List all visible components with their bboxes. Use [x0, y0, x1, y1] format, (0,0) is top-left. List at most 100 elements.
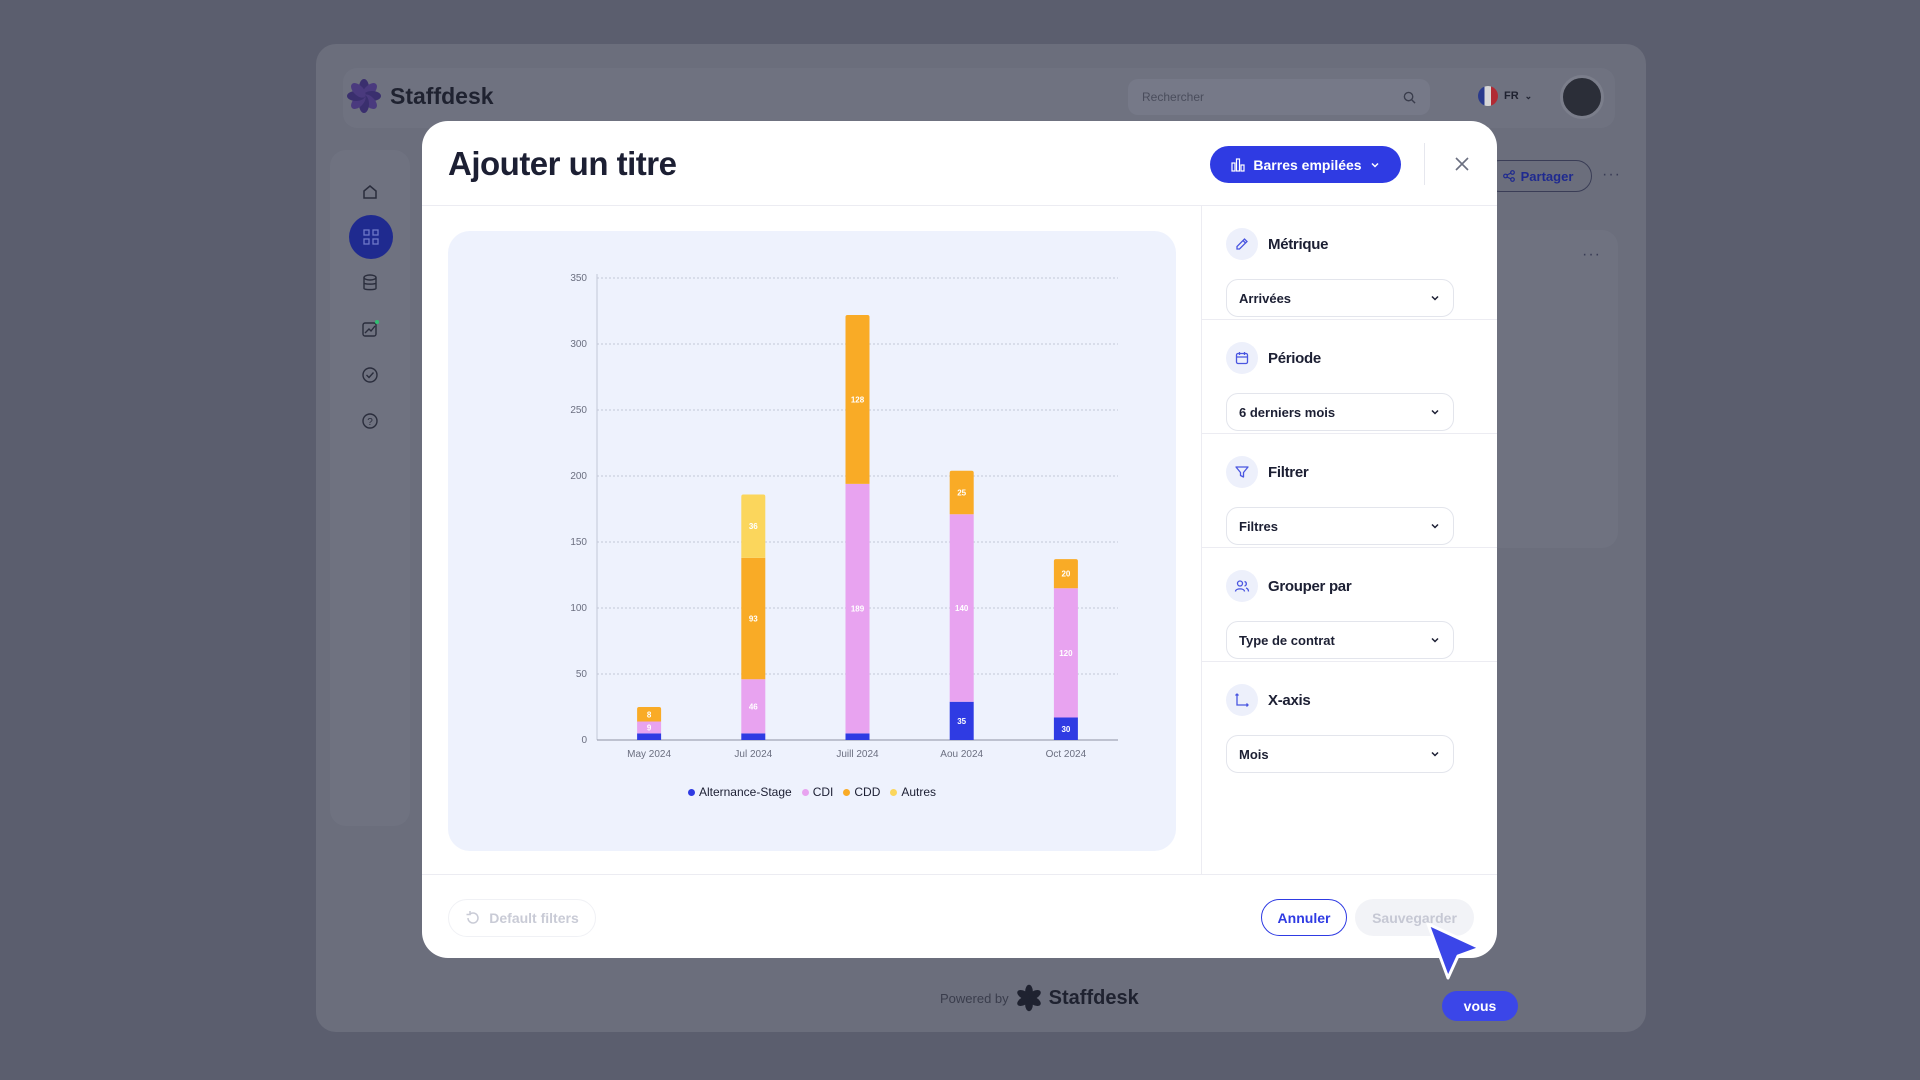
- powered-by-label: Powered by: [940, 990, 1009, 1006]
- flag-fr-icon: [1478, 86, 1498, 106]
- powered-by: Powered by Staffdesk: [940, 984, 1139, 1012]
- bar-segment-cdd[interactable]: [845, 314, 870, 484]
- chevron-down-icon: [1431, 751, 1439, 757]
- share-icon: [1502, 170, 1515, 182]
- bar-segment-cdi[interactable]: [845, 483, 870, 734]
- legend-dot-icon: [801, 788, 809, 796]
- cancel-button[interactable]: Annuler: [1261, 899, 1347, 936]
- bar-segment-cdd[interactable]: [741, 557, 766, 680]
- default-filters-label: Default filters: [489, 910, 579, 926]
- default-filters-button[interactable]: Default filters: [448, 899, 596, 937]
- legend-item[interactable]: Alternance-Stage: [687, 785, 792, 799]
- setting-label: Période: [1268, 350, 1321, 367]
- chevron-down-icon: [1431, 295, 1439, 301]
- y-tick-label: 300: [570, 339, 587, 350]
- cursor-badge: vous: [1442, 991, 1518, 1021]
- bar-segment-cdd[interactable]: [1053, 559, 1078, 589]
- bar-segment-autres[interactable]: [741, 494, 766, 558]
- grid-icon: [359, 225, 383, 249]
- legend-label: CDI: [812, 785, 834, 799]
- setting-section-0: Métrique Arrivées: [1202, 206, 1497, 320]
- stacked-bar-icon: [1231, 157, 1246, 172]
- setting-select[interactable]: Type de contrat: [1226, 621, 1454, 659]
- legend-item[interactable]: CDI: [801, 785, 834, 799]
- data-label: 46: [749, 702, 758, 711]
- data-label: 140: [955, 604, 969, 613]
- legend-label: CDD: [854, 785, 881, 799]
- background-search-input: Rechercher: [1128, 79, 1430, 115]
- data-label: 9: [647, 723, 652, 732]
- axis-icon: [1226, 684, 1258, 716]
- y-tick-label: 50: [576, 669, 588, 680]
- legend-label: Alternance-Stage: [698, 785, 792, 799]
- setting-section-4: X-axis Mois: [1202, 662, 1497, 776]
- setting-value: Filtres: [1239, 518, 1279, 534]
- setting-section-3: Grouper par Type de contrat: [1202, 548, 1497, 662]
- chart-icon: [358, 317, 382, 341]
- y-tick-label: 350: [570, 273, 587, 284]
- section-separator: [1202, 661, 1497, 662]
- chart-editor-modal: Ajouter un titre Barres empilées 0 50 100 1…: [422, 121, 1497, 958]
- setting-label: Filtrer: [1268, 464, 1309, 481]
- setting-select[interactable]: Mois: [1226, 735, 1454, 773]
- setting-value: 6 derniers mois: [1239, 404, 1336, 420]
- chevron-down-icon: [1431, 523, 1439, 529]
- search-placeholder: Rechercher: [1142, 90, 1205, 104]
- staffdesk-logo-icon: [1016, 984, 1041, 1012]
- setting-select[interactable]: Arrivées: [1226, 279, 1454, 317]
- y-tick-label: 100: [570, 603, 587, 614]
- setting-value: Arrivées: [1239, 290, 1292, 306]
- chart-title[interactable]: Ajouter un titre: [448, 145, 677, 182]
- data-label: 30: [1061, 725, 1070, 734]
- legend-item[interactable]: Autres: [890, 785, 936, 799]
- search-icon: [1403, 91, 1416, 104]
- more-icon: ···: [1602, 166, 1621, 183]
- legend-dot-icon: [843, 788, 851, 796]
- y-tick-label: 250: [570, 405, 587, 416]
- y-tick-label: 200: [570, 471, 587, 482]
- powered-brand: Staffdesk: [1048, 986, 1139, 1009]
- bar-segment-cdi[interactable]: [637, 721, 662, 734]
- setting-select[interactable]: 6 derniers mois: [1226, 393, 1454, 431]
- data-label: 120: [1059, 649, 1073, 658]
- x-tick-label: Juill 2024: [836, 749, 879, 760]
- bar-segment-cdd[interactable]: [949, 470, 974, 515]
- bar-segment-alternance-stage[interactable]: [637, 733, 662, 740]
- language-label: FR: [1504, 90, 1519, 102]
- bar-segment-alternance-stage[interactable]: [1053, 717, 1078, 740]
- card-more-icon: ···: [1582, 246, 1601, 263]
- bar-segment-cdd[interactable]: [637, 707, 662, 722]
- data-label: 36: [749, 522, 758, 531]
- setting-select[interactable]: Filtres: [1226, 507, 1454, 545]
- chart-type-dropdown[interactable]: Barres empilées: [1210, 146, 1401, 183]
- share-label: Partager: [1520, 168, 1574, 184]
- chevron-down-icon: ⌄: [1524, 90, 1533, 101]
- chevron-down-icon: [1431, 409, 1439, 415]
- chevron-down-icon: [1371, 162, 1379, 168]
- setting-label: Métrique: [1268, 236, 1329, 253]
- section-separator: [1202, 319, 1497, 320]
- database-icon: [358, 271, 382, 295]
- legend-dot-icon: [890, 788, 898, 796]
- header-divider: [1424, 143, 1425, 185]
- pencil-icon: [1226, 228, 1258, 260]
- legend-item[interactable]: CDD: [843, 785, 880, 799]
- home-icon: [358, 180, 382, 204]
- bar-segment-alternance-stage[interactable]: [741, 733, 766, 740]
- bar-segment-cdi[interactable]: [1053, 588, 1078, 718]
- bar-segment-cdi[interactable]: [741, 679, 766, 734]
- x-tick-label: Aou 2024: [940, 749, 983, 760]
- panel-separator: [1201, 206, 1202, 874]
- save-button[interactable]: Sauvegarder: [1355, 899, 1474, 936]
- close-button[interactable]: [1450, 152, 1474, 176]
- bar-segment-cdi[interactable]: [949, 514, 974, 702]
- x-tick-label: May 2024: [627, 749, 671, 760]
- data-label: 128: [851, 395, 865, 404]
- bar-segment-alternance-stage[interactable]: [845, 733, 870, 740]
- chart-type-label: Barres empilées: [1253, 156, 1362, 173]
- section-separator: [1202, 433, 1497, 434]
- background-language-selector: FR ⌄: [1478, 86, 1532, 106]
- chart-panel: 0 50 100 150 200 250 300 350 9 8 May 2024 46 93 36 Jul…: [448, 231, 1176, 851]
- y-tick-label: 150: [570, 537, 587, 548]
- bar-segment-alternance-stage[interactable]: [949, 701, 974, 740]
